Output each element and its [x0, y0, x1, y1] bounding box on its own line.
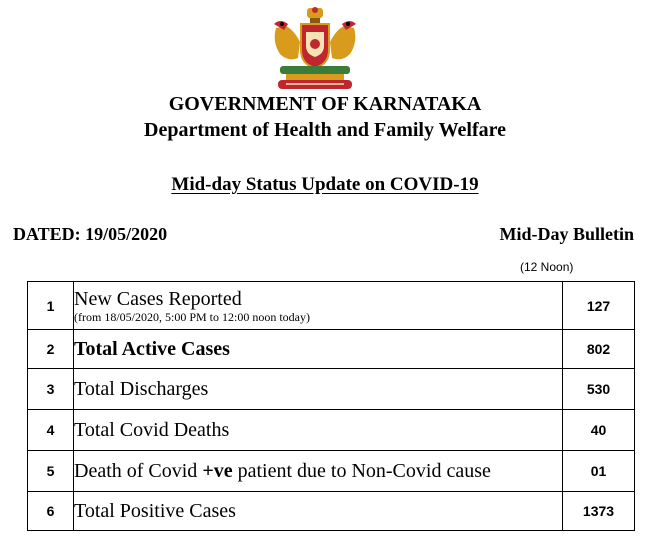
row-label: Total Discharges: [73, 368, 563, 410]
row-value: 530: [562, 368, 635, 410]
row-label: Death of Covid +ve patient due to Non-Co…: [73, 450, 563, 492]
status-table: 1 New Cases Reported (from 18/05/2020, 5…: [27, 281, 635, 531]
table-row: 3 Total Discharges 530: [27, 368, 635, 410]
row-label-bold: +ve: [202, 460, 233, 482]
document-title: Mid-day Status Update on COVID-19: [171, 174, 479, 195]
table-row: 4 Total Covid Deaths 40: [27, 409, 635, 451]
row-value: 802: [562, 329, 635, 369]
row-label-text: New Cases Reported: [74, 287, 242, 310]
dated-label: DATED: 19/05/2020: [13, 224, 168, 244]
row-value: 40: [562, 409, 635, 451]
row-note: (from 18/05/2020, 5:00 PM to 12:00 noon …: [74, 309, 310, 324]
table-row: 1 New Cases Reported (from 18/05/2020, 5…: [27, 281, 635, 330]
row-number: 1: [27, 281, 74, 330]
row-number: 4: [27, 409, 74, 451]
karnataka-state-emblem-icon: [274, 7, 356, 89]
row-value: 01: [562, 450, 635, 492]
row-label-post: patient due to Non-Covid cause: [232, 460, 491, 482]
row-label: New Cases Reported (from 18/05/2020, 5:0…: [73, 281, 563, 330]
row-number: 3: [27, 368, 74, 410]
bulletin-label: Mid-Day Bulletin: [499, 224, 634, 244]
row-number: 2: [27, 329, 74, 369]
state-emblem: [268, 6, 362, 92]
row-label: Total Active Cases: [73, 329, 563, 369]
row-number: 5: [27, 450, 74, 492]
table-row: 6 Total Positive Cases 1373: [27, 491, 635, 531]
department-title: Department of Health and Family Welfare: [144, 119, 506, 141]
row-number: 6: [27, 491, 74, 531]
row-label-pre: Death of Covid: [74, 460, 203, 482]
row-label: Total Covid Deaths: [73, 409, 563, 451]
bulletin-time: (12 Noon): [520, 260, 574, 274]
table-row: 2 Total Active Cases 802: [27, 329, 635, 369]
table-row: 5 Death of Covid +ve patient due to Non-…: [27, 450, 635, 492]
row-value: 1373: [562, 491, 635, 531]
row-label: Total Positive Cases: [73, 491, 563, 531]
row-value: 127: [562, 281, 635, 330]
government-title: GOVERNMENT OF KARNATAKA: [168, 93, 482, 115]
